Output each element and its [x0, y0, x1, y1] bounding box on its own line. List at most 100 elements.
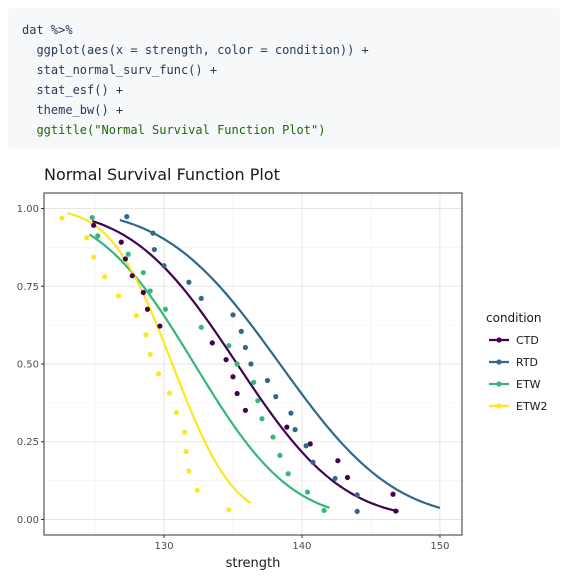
point-etw [89, 214, 95, 221]
curve-etw2 [67, 212, 252, 505]
x-axis-title: strength [226, 556, 281, 571]
code-block: dat %>% ggplot(aes(x = strength, color =… [8, 8, 560, 149]
point-rtd [288, 410, 294, 416]
point-etw2 [186, 468, 192, 474]
point-etw [140, 269, 146, 276]
point-ctd [344, 474, 351, 481]
legend-label: ETW [516, 378, 541, 391]
point-etw2 [133, 312, 140, 319]
point-etw2 [155, 371, 162, 377]
point-rtd [332, 475, 338, 482]
plot-title: Normal Survival Function Plot [44, 165, 280, 184]
point-ctd [91, 222, 97, 228]
legend-key-point [496, 337, 502, 343]
y-tick-label: 0.25 [17, 437, 39, 448]
legend: condition CTD RTD ETW ETW2 [486, 311, 548, 413]
code-line: stat_esf() + [22, 83, 124, 97]
point-etw2 [115, 293, 122, 299]
point-rtd [354, 508, 360, 514]
code-line: ggtitle("Normal Survival Function Plot") [22, 123, 326, 137]
curve-etw [88, 233, 330, 509]
point-ctd [223, 357, 229, 363]
point-ctd [118, 239, 124, 245]
esf-points [59, 214, 399, 514]
point-rtd [310, 459, 316, 465]
point-rtd [151, 246, 157, 253]
code-line: dat %>% [22, 23, 73, 37]
point-rtd [198, 295, 204, 301]
point-ctd [393, 508, 399, 514]
survival-plot: Normal Survival Function Plot 0.00 0.25 0.… [17, 165, 548, 571]
point-etw2 [194, 487, 200, 493]
point-etw2 [143, 332, 149, 338]
point-etw2 [226, 507, 232, 513]
curve-rtd [119, 219, 441, 509]
point-etw2 [91, 254, 97, 260]
y-tick-label: 0.00 [17, 515, 39, 526]
point-ctd [209, 340, 215, 346]
point-etw [251, 379, 257, 385]
point-rtd [303, 443, 309, 449]
point-ctd [390, 491, 396, 497]
point-etw2 [59, 215, 65, 221]
point-etw [125, 251, 131, 257]
point-ctd [335, 458, 341, 464]
point-etw [277, 452, 283, 459]
point-etw2 [182, 429, 188, 435]
point-rtd [124, 214, 130, 220]
point-etw [147, 288, 153, 294]
point-etw [285, 471, 291, 477]
point-ctd [157, 323, 163, 329]
point-rtd [238, 328, 244, 334]
point-etw [304, 489, 311, 495]
point-rtd [161, 263, 167, 269]
point-rtd [264, 377, 271, 384]
point-etw [270, 434, 276, 440]
point-etw [255, 398, 261, 404]
point-ctd [242, 407, 249, 413]
point-etw2 [183, 448, 189, 454]
point-etw2 [102, 274, 108, 280]
point-etw [95, 233, 101, 239]
legend-label: RTD [516, 356, 538, 369]
survival-curves [67, 212, 441, 513]
point-etw2 [147, 351, 153, 357]
point-rtd [242, 344, 249, 351]
point-ctd [234, 390, 240, 397]
point-rtd [354, 492, 360, 498]
point-etw2 [173, 409, 180, 416]
point-ctd [140, 289, 146, 296]
legend-label: ETW2 [516, 400, 548, 413]
point-etw [226, 343, 232, 349]
point-etw2 [84, 235, 90, 241]
point-ctd [307, 441, 313, 447]
point-ctd [230, 374, 236, 380]
y-tick-label: 1.00 [17, 204, 39, 215]
point-rtd [186, 279, 192, 285]
point-ctd [284, 424, 290, 430]
curve-ctd [91, 219, 399, 513]
point-rtd [248, 361, 254, 367]
point-ctd [129, 273, 135, 279]
code-line: stat_normal_surv_func() + [22, 63, 218, 77]
point-ctd [122, 256, 128, 262]
y-tick-label: 0.75 [17, 282, 39, 293]
legend-key-point [496, 381, 502, 387]
legend-key-point [496, 359, 502, 365]
code-line: theme_bw() + [22, 103, 124, 117]
x-tick-label: 140 [292, 541, 311, 552]
legend-label: CTD [516, 334, 539, 347]
point-etw2 [166, 390, 173, 396]
legend-key-point [496, 403, 502, 409]
point-etw [234, 361, 240, 367]
point-etw [259, 416, 265, 422]
point-etw [321, 507, 327, 514]
point-rtd [230, 312, 236, 318]
x-tick-label: 130 [154, 541, 173, 552]
code-line: ggplot(aes(x = strength, color = conditi… [22, 43, 369, 57]
y-tick-label: 0.50 [17, 360, 39, 371]
point-rtd [273, 394, 279, 400]
point-rtd [292, 427, 298, 433]
code-text: dat %>% ggplot(aes(x = strength, color =… [8, 8, 560, 140]
x-tick-label: 150 [430, 541, 449, 552]
